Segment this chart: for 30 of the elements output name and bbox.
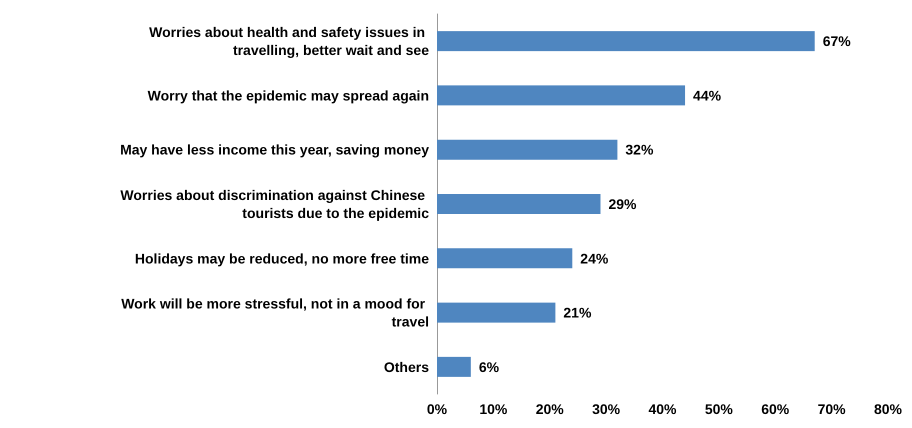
- data-label: 29%: [608, 196, 638, 212]
- y-tick-label: Others: [384, 358, 430, 375]
- bar: [437, 31, 815, 52]
- bar: [437, 140, 618, 160]
- y-tick-label: Worries about health and safety issues in travelling, better wait and see: [149, 24, 430, 58]
- bar: [437, 85, 686, 106]
- x-tick-label: 50%: [704, 401, 734, 417]
- x-tick-label: 10%: [479, 401, 508, 417]
- data-label: 24%: [580, 250, 609, 266]
- x-tick-label: 0%: [426, 401, 448, 417]
- bar: [437, 302, 556, 323]
- y-tick-label: Holidays may be reduced, no more free time: [134, 250, 430, 266]
- x-tick-label: 30%: [592, 401, 621, 417]
- data-label: 44%: [693, 87, 722, 104]
- data-label: 32%: [625, 142, 654, 158]
- data-label: 67%: [822, 33, 852, 50]
- y-tick-label: Worry that the epidemic may spread again: [148, 87, 429, 104]
- data-label: 6%: [478, 358, 500, 375]
- y-tick-label: Work will be more stressful, not in a mood for travel: [121, 296, 429, 330]
- bar: [437, 248, 572, 268]
- x-tick-label: 70%: [818, 401, 846, 417]
- x-tick-label: 80%: [874, 401, 903, 417]
- y-tick-label: May have less income this year, saving money: [120, 142, 430, 158]
- x-tick-label: 20%: [536, 401, 564, 417]
- x-tick-label: 40%: [648, 401, 678, 417]
- x-tick-label: 60%: [761, 401, 790, 417]
- bar: [437, 356, 471, 377]
- data-label: 21%: [563, 304, 592, 321]
- y-tick-label: Worries about discrimination against Chinese tourists due to the epidemic: [120, 187, 430, 221]
- bar: [437, 194, 600, 214]
